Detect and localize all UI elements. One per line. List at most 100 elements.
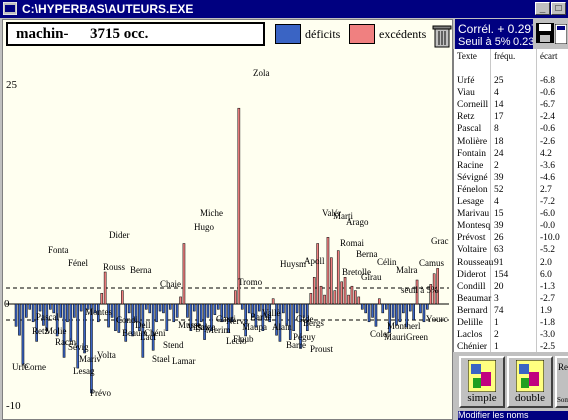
row-frequ: 15	[494, 209, 504, 220]
table-row[interactable]: Viau 4 -0.6	[454, 88, 568, 100]
deficit-bar	[138, 303, 141, 331]
deficit-bar	[151, 303, 155, 351]
row-frequ: 154	[494, 269, 509, 280]
excedent-bar	[333, 290, 337, 305]
row-frequ: 1	[494, 318, 499, 328]
bar-label: Lamar	[172, 356, 195, 366]
table-row[interactable]: Corneill 14 -6.7	[454, 100, 568, 112]
excedent-bar	[436, 268, 439, 305]
table-row[interactable]: Urfé 25 -6.8	[454, 76, 568, 88]
double-chart-icon	[516, 360, 544, 392]
deficit-bar	[59, 303, 62, 318]
table-row[interactable]: Delille 1 -1.8	[454, 318, 568, 330]
table-row[interactable]: Voltaire 63 -5.2	[454, 245, 568, 257]
row-text: Prévost	[457, 233, 486, 244]
table-row[interactable]: Bernard 74 1.9	[454, 306, 568, 318]
deficit-bar	[292, 303, 295, 331]
deficit-bar	[114, 303, 117, 331]
row-frequ: 4	[494, 197, 499, 207]
deficit-bar	[35, 303, 38, 342]
deficit-bar	[306, 303, 309, 331]
deficit-bar	[186, 303, 189, 318]
maximize-button[interactable]: □	[551, 2, 566, 15]
simple-button[interactable]: simple	[459, 356, 505, 408]
minimize-button[interactable]: _	[535, 2, 550, 15]
bar-label: Malra	[396, 265, 418, 275]
double-label: double	[515, 392, 545, 404]
deficit-bar	[45, 303, 49, 331]
bar-label: Bergs	[303, 318, 324, 328]
row-ecart: -0.6	[540, 124, 556, 135]
deficit-bar	[69, 303, 73, 342]
window-titlebar: C:\HYPERBAS\AUTEURS.EXE _ □	[0, 0, 568, 18]
row-frequ: 52	[494, 184, 504, 195]
row-text: Urfé	[457, 76, 475, 86]
table-row[interactable]: Beaumar 3 -2.7	[454, 294, 568, 306]
window-icon[interactable]	[555, 24, 567, 44]
correlation-value: Corrél. + 0.297	[458, 22, 538, 36]
excedent-bar	[357, 296, 361, 305]
excedent-bar	[323, 294, 326, 305]
excedent-bar	[415, 279, 419, 305]
table-row[interactable]: Condill 20 -1.3	[454, 282, 568, 294]
table-row[interactable]: Laclos 2 -3.0	[454, 330, 568, 342]
table-row[interactable]: Pascal 8 -0.6	[454, 124, 568, 136]
table-row[interactable]: Fénelon 52 2.7	[454, 185, 568, 197]
bar-label: Chéni	[144, 328, 166, 338]
bar-label: Vigny	[187, 322, 209, 332]
bar-label: Arago	[346, 217, 369, 227]
table-row[interactable]: Diderot 154 6.0	[454, 270, 568, 282]
bar-label: Dider	[109, 230, 130, 240]
table-row[interactable]: Molière 18 -2.6	[454, 137, 568, 149]
row-text: Sévigné	[457, 172, 488, 183]
table-row[interactable]: Rousseau 91 2.0	[454, 258, 568, 270]
deficit-bar	[168, 303, 172, 310]
row-ecart: -6.0	[540, 209, 556, 220]
deficit-bar	[402, 303, 405, 314]
excedent-bar	[271, 298, 275, 305]
table-row[interactable]: Fontain 24 4.2	[454, 149, 568, 161]
table-row[interactable]: Prévost 26 -10.0	[454, 233, 568, 245]
deficit-bar	[162, 303, 165, 314]
row-frequ: 25	[494, 76, 504, 86]
double-button[interactable]: double	[507, 356, 553, 408]
row-text: Fontain	[457, 148, 487, 159]
table-row[interactable]: Montesq 39 -0.0	[454, 221, 568, 233]
deficit-bar	[220, 303, 223, 323]
bar-label: Romai	[340, 238, 364, 248]
deficit-bar	[367, 303, 371, 323]
row-text: Racine	[457, 160, 484, 171]
bar-label: seuil à 5%	[401, 285, 439, 295]
y-tick-minus10: -10	[6, 400, 21, 412]
deficit-bar	[203, 303, 206, 340]
threshold-value: 0.23	[513, 36, 535, 48]
row-frequ: 91	[494, 257, 504, 268]
table-row[interactable]: Chénier 1 -2.5	[454, 342, 568, 352]
deficit-bar	[42, 303, 45, 326]
bar-label: Barbe	[250, 312, 272, 322]
deficit-bar	[364, 303, 367, 314]
row-text: Condill	[457, 281, 486, 292]
save-disk-icon[interactable]	[535, 22, 555, 44]
table-row[interactable]: Lesage 4 -7.2	[454, 197, 568, 209]
table-row[interactable]: Retz 17 -2.4	[454, 112, 568, 124]
deficit-bar	[28, 303, 32, 310]
frequency-table: Texte fréqu. écart Urfé 25 -6.8 Viau 4 -0.6 Co…	[453, 49, 568, 352]
deficit-bar	[419, 303, 422, 314]
deficit-bar	[107, 303, 110, 328]
table-row[interactable]: Sévigné 39 -4.6	[454, 173, 568, 185]
table-row[interactable]: Marivau 15 -6.0	[454, 209, 568, 221]
deficit-bar	[165, 303, 169, 331]
deficit-bar	[76, 303, 80, 369]
threshold-label: Seuil à 5%	[458, 36, 511, 48]
deficit-bar	[230, 303, 234, 323]
trash-icon[interactable]	[432, 24, 452, 48]
correlation-box: Corrél. + 0.297 Seuil à 5% 0.23	[455, 19, 538, 49]
deficit-bar	[52, 303, 56, 314]
table-row[interactable]: Racine 2 -3.6	[454, 161, 568, 173]
excedent-bar	[350, 285, 354, 305]
row-ecart: -5.2	[540, 245, 556, 256]
partial-button[interactable]: Re Som	[555, 356, 568, 408]
row-frequ: 8	[494, 124, 499, 135]
deficit-bar	[240, 303, 244, 310]
